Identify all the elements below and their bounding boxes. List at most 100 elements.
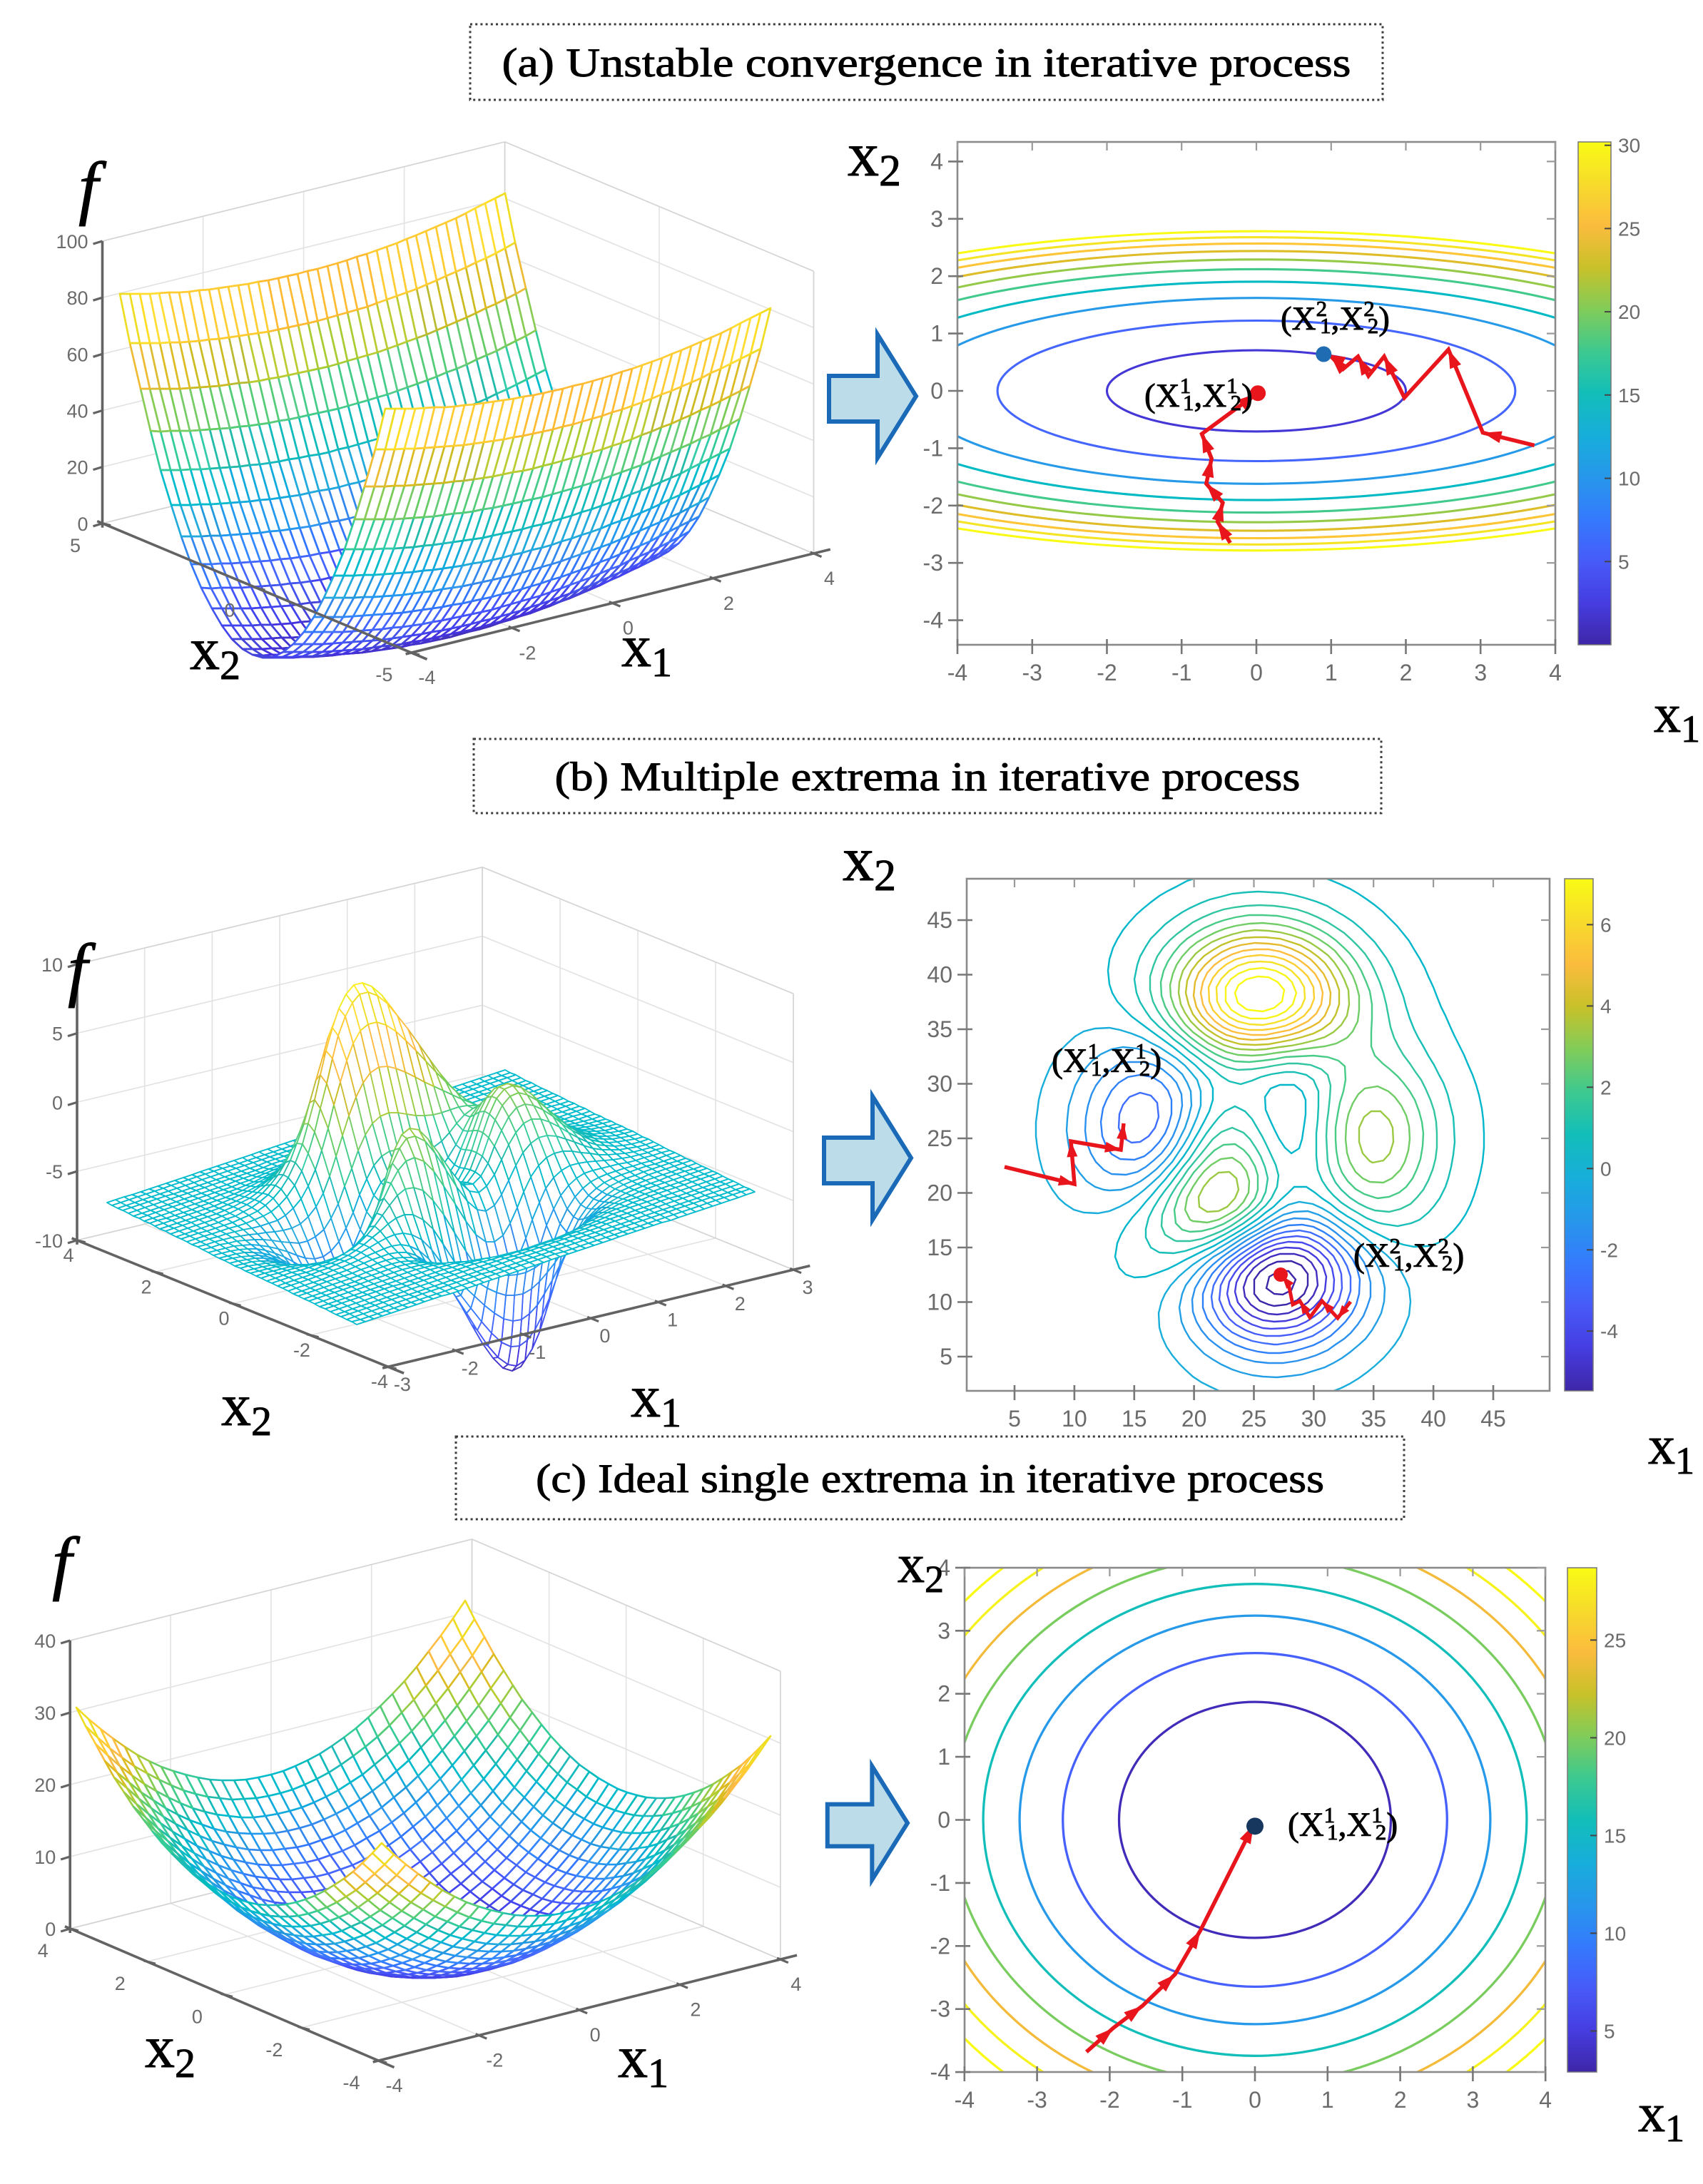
svg-text:-4: -4 xyxy=(923,608,943,633)
svg-text:2: 2 xyxy=(1400,660,1413,685)
svg-text:4: 4 xyxy=(791,1974,801,1995)
svg-text:10: 10 xyxy=(1604,1922,1626,1944)
svg-text:60: 60 xyxy=(67,344,88,365)
svg-text:-3: -3 xyxy=(394,1374,411,1395)
svg-text:100: 100 xyxy=(56,231,88,252)
svg-text:0: 0 xyxy=(930,378,943,404)
svg-text:45: 45 xyxy=(1480,1406,1506,1432)
svg-text:15: 15 xyxy=(1618,384,1640,407)
svg-text:10: 10 xyxy=(34,1847,56,1868)
svg-text:2: 2 xyxy=(690,1999,701,2021)
svg-text:5: 5 xyxy=(1618,551,1630,573)
svg-text:-2: -2 xyxy=(265,2039,283,2061)
svg-text:20: 20 xyxy=(1618,301,1640,323)
svg-text:30: 30 xyxy=(1301,1406,1327,1432)
svg-text:5: 5 xyxy=(70,535,81,556)
svg-text:4: 4 xyxy=(824,568,835,589)
svg-text:25: 25 xyxy=(1604,1629,1626,1651)
svg-text:3: 3 xyxy=(930,206,943,232)
svg-text:15: 15 xyxy=(1122,1406,1147,1432)
svg-text:-5: -5 xyxy=(375,664,392,685)
svg-text:0: 0 xyxy=(1250,660,1263,685)
svg-text:80: 80 xyxy=(67,287,88,309)
svg-text:-4: -4 xyxy=(930,2059,950,2085)
svg-text:-4: -4 xyxy=(418,667,435,688)
svg-text:15: 15 xyxy=(1604,1825,1626,1847)
svg-text:20: 20 xyxy=(67,457,88,479)
svg-text:30: 30 xyxy=(34,1703,56,1724)
svg-text:-4: -4 xyxy=(342,2072,360,2093)
svg-text:-3: -3 xyxy=(1022,660,1042,685)
svg-text:3: 3 xyxy=(1467,2087,1480,2113)
svg-text:1: 1 xyxy=(667,1310,678,1331)
svg-text:10: 10 xyxy=(1618,468,1640,490)
svg-text:0: 0 xyxy=(192,2006,203,2028)
svg-text:-2: -2 xyxy=(930,1933,950,1959)
svg-text:-1: -1 xyxy=(529,1342,546,1363)
svg-text:-2: -2 xyxy=(293,1340,310,1361)
svg-text:(c) Ideal single extrema in it: (c) Ideal single extrema in iterative pr… xyxy=(536,1456,1324,1501)
svg-text:3: 3 xyxy=(937,1618,950,1643)
svg-text:-4: -4 xyxy=(955,2087,975,2113)
svg-text:20: 20 xyxy=(927,1180,952,1206)
svg-text:5: 5 xyxy=(1604,2020,1615,2042)
svg-text:20: 20 xyxy=(1604,1727,1626,1749)
svg-text:2: 2 xyxy=(1600,1076,1612,1098)
svg-text:35: 35 xyxy=(927,1016,952,1042)
svg-text:15: 15 xyxy=(927,1235,952,1260)
svg-text:4: 4 xyxy=(38,1940,49,1961)
svg-text:10: 10 xyxy=(1062,1406,1087,1432)
svg-text:(X21,X22): (X21,X22) xyxy=(1281,296,1390,338)
svg-text:2: 2 xyxy=(1394,2087,1407,2113)
svg-text:30: 30 xyxy=(1618,135,1640,157)
svg-text:0: 0 xyxy=(45,1919,56,1940)
svg-text:-10: -10 xyxy=(35,1230,63,1252)
svg-text:2: 2 xyxy=(115,1973,126,1994)
svg-text:2: 2 xyxy=(141,1276,151,1297)
svg-text:6: 6 xyxy=(1600,914,1612,936)
svg-text:0: 0 xyxy=(224,599,235,621)
svg-text:-1: -1 xyxy=(1171,660,1191,685)
svg-text:-1: -1 xyxy=(930,1870,950,1896)
svg-text:-3: -3 xyxy=(923,550,943,576)
svg-text:0: 0 xyxy=(78,514,88,535)
svg-text:-1: -1 xyxy=(923,435,943,461)
svg-text:-2: -2 xyxy=(923,493,943,519)
svg-text:0: 0 xyxy=(52,1092,63,1113)
svg-text:-4: -4 xyxy=(1600,1320,1618,1342)
svg-text:-5: -5 xyxy=(46,1161,63,1183)
svg-text:3: 3 xyxy=(802,1277,813,1298)
svg-text:2: 2 xyxy=(735,1293,746,1315)
svg-text:5: 5 xyxy=(940,1344,952,1369)
svg-text:40: 40 xyxy=(927,962,952,988)
svg-text:-2: -2 xyxy=(519,642,536,663)
svg-text:-2: -2 xyxy=(1099,2087,1119,2113)
svg-text:0: 0 xyxy=(1249,2087,1261,2113)
svg-text:-1: -1 xyxy=(1172,2087,1192,2113)
svg-text:1: 1 xyxy=(930,321,943,347)
svg-text:10: 10 xyxy=(927,1290,952,1315)
svg-text:4: 4 xyxy=(1539,2087,1552,2113)
svg-text:0: 0 xyxy=(1600,1158,1612,1180)
svg-text:25: 25 xyxy=(1241,1406,1267,1432)
svg-text:-4: -4 xyxy=(371,1371,388,1392)
svg-text:0: 0 xyxy=(218,1308,229,1330)
svg-text:-3: -3 xyxy=(930,1996,950,2022)
svg-text:2: 2 xyxy=(723,593,734,614)
svg-text:-2: -2 xyxy=(462,1358,479,1379)
svg-text:0: 0 xyxy=(599,1325,610,1347)
svg-text:35: 35 xyxy=(1361,1406,1386,1432)
svg-text:4: 4 xyxy=(1549,660,1562,685)
svg-text:-2: -2 xyxy=(1097,660,1117,685)
svg-text:(X11,X12): (X11,X12) xyxy=(1288,1802,1398,1844)
svg-text:(b) Multiple extrema in iterat: (b) Multiple extrema in iterative proces… xyxy=(555,755,1301,800)
svg-text:(X11,X12): (X11,X12) xyxy=(1052,1039,1161,1081)
svg-text:45: 45 xyxy=(927,907,952,933)
svg-text:20: 20 xyxy=(1181,1406,1207,1432)
svg-text:2: 2 xyxy=(937,1681,950,1707)
svg-text:3: 3 xyxy=(1474,660,1487,685)
svg-text:4: 4 xyxy=(930,148,943,174)
svg-text:40: 40 xyxy=(34,1631,56,1652)
svg-text:-2: -2 xyxy=(486,2050,503,2071)
svg-text:1: 1 xyxy=(1325,660,1338,685)
